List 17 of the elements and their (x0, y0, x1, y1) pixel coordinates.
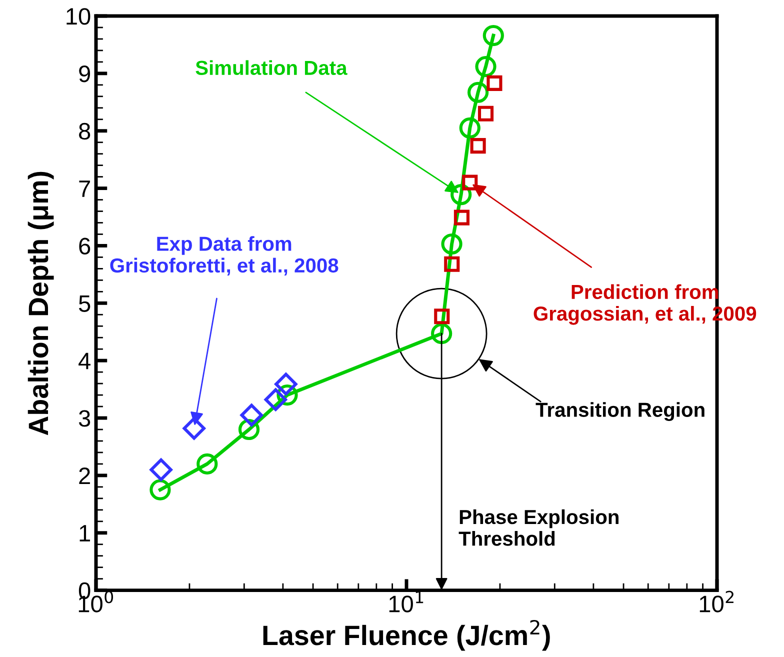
y-tick-label: 8 (79, 122, 90, 140)
x-tick-label: 10$^{2}$ (700, 590, 734, 612)
y-tick-label: 3 (78, 410, 90, 427)
y-tick-label: 5 (78, 295, 90, 312)
y-tick-label: 6 (79, 238, 90, 255)
annotation: Transition Region (536, 402, 704, 422)
y-tick-label: 4 (78, 352, 90, 370)
y-tick-label: 2 (79, 468, 90, 484)
y-tick-label: 9 (79, 66, 90, 82)
y-tick-label: 7 (79, 180, 90, 197)
y-tick-label: 1 (80, 525, 90, 542)
y-axis-title: Abaltion Depth (μm) (28, 172, 54, 436)
y-tick-label: 10 (66, 8, 90, 25)
annotation: Phase Explosion Threshold (458, 509, 618, 546)
x-axis-title: Laser Fluence (J/cm$^{2}$) (263, 620, 550, 651)
annotation: Simulation Data (196, 60, 348, 76)
annotation: Exp Data from Gristoforetti, et al., 2008 (110, 236, 338, 276)
